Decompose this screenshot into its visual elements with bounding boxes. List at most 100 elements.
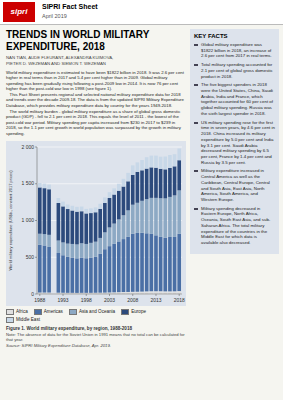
bar-segment <box>177 291 181 294</box>
bar-segment <box>108 198 112 227</box>
bar-segment <box>163 156 167 169</box>
bar-segment <box>43 245 47 292</box>
bar-segment <box>117 190 121 219</box>
bar-segment <box>122 215 126 239</box>
bar-segment <box>89 213 93 243</box>
key-fact: Military expenditure increased in Centra… <box>194 168 275 202</box>
bars <box>38 148 181 294</box>
bar-segment <box>159 291 163 294</box>
bar-segment <box>168 291 172 294</box>
bar-segment <box>122 178 126 186</box>
legend-label: Middle East <box>16 317 40 322</box>
bar-segment <box>131 174 135 204</box>
bar-segment <box>150 233 154 290</box>
legend-label: Europe <box>131 309 146 314</box>
bar-segment <box>66 243 70 256</box>
y-tick-label: 0 <box>31 290 34 296</box>
bullet <box>194 64 198 66</box>
bar-segment <box>177 148 181 160</box>
bar-segment <box>80 257 84 292</box>
bar-segment <box>159 156 163 168</box>
legend-item: Europe <box>121 309 146 315</box>
bar-segment <box>38 244 42 292</box>
chart-title: Figure 1. World military expenditure, by… <box>6 326 186 331</box>
legend: AfricaAmericasAsia and OceaniaEuropeMidd… <box>6 309 186 323</box>
bar-segment <box>108 192 112 198</box>
bar-segment <box>71 210 75 243</box>
header-subtitle: April 2019 <box>42 13 67 19</box>
bar-segment <box>66 204 70 209</box>
annotation: Note: The absence of data for the Soviet… <box>6 332 186 343</box>
bar-segment <box>117 183 121 190</box>
bar-segment <box>66 256 70 292</box>
bar-segment <box>71 243 75 257</box>
bar-segment <box>168 236 172 290</box>
bar-segment <box>140 200 144 232</box>
bar-segment <box>150 155 154 167</box>
bar-segment <box>112 194 116 223</box>
bar-segment <box>43 188 47 234</box>
bullet <box>194 122 198 124</box>
bar-segment <box>80 206 84 211</box>
x-tick <box>63 294 64 296</box>
bar-segment <box>126 181 130 210</box>
bar-segment <box>173 166 177 195</box>
bar-segment <box>163 237 167 291</box>
bar-segment <box>177 160 181 190</box>
bar-segment <box>112 188 116 194</box>
y-tick-label: 2 000 <box>21 143 34 149</box>
key-fact: Total military spending accounted for 2.… <box>194 62 275 79</box>
key-fact: Global military expenditure was $1822 bi… <box>194 42 275 59</box>
bar-segment <box>75 258 79 293</box>
bar-segment <box>136 202 140 232</box>
annotation: Source: SIPRI Military Expenditure Datab… <box>6 343 186 348</box>
bar-segment <box>47 246 51 292</box>
bar-segment <box>173 195 177 237</box>
bar-segment <box>98 203 102 208</box>
bar-segment <box>159 198 163 237</box>
chart-area: 05001 0001 5002 000198819931998200320082… <box>6 141 186 306</box>
legend-swatch <box>34 309 42 315</box>
bar-segment <box>122 239 126 292</box>
bar-segment <box>173 291 177 294</box>
bar-segment <box>80 243 84 257</box>
bar-segment <box>94 256 98 292</box>
bar-segment <box>145 199 149 233</box>
bullet <box>194 208 198 210</box>
bar-segment <box>38 233 42 244</box>
x-tick <box>109 294 110 296</box>
bar-segment <box>126 291 130 293</box>
bar-segment <box>122 292 126 294</box>
bar-segment <box>177 190 181 233</box>
bar-segment <box>61 206 65 242</box>
bar-segment <box>122 186 126 215</box>
bar-segment <box>89 257 93 292</box>
bar-segment <box>94 207 98 212</box>
legend-swatch <box>6 309 14 315</box>
bar-segment <box>163 198 167 237</box>
bar-segment <box>163 169 167 198</box>
key-facts-title: KEY FACTS <box>194 33 275 39</box>
bar-segment <box>108 227 112 246</box>
bullet <box>194 44 198 46</box>
x-tick-label: 1988 <box>34 297 45 303</box>
header: sipriSIPRI Fact SheetApril 2019 <box>0 0 283 25</box>
bar-segment <box>47 189 51 235</box>
bar-segment <box>140 291 144 293</box>
y-tick <box>35 146 37 147</box>
bar-segment <box>154 291 158 294</box>
bar-segment <box>61 242 65 255</box>
key-fact-text: The five biggest spenders in 2018 were t… <box>201 82 275 116</box>
key-fact-text: Military expenditure increased in Centra… <box>201 168 275 202</box>
bar-segment <box>150 197 154 233</box>
bar-segment <box>57 198 61 203</box>
bar-segment <box>103 197 107 203</box>
bar-segment <box>94 241 98 256</box>
bar-segment <box>43 183 47 188</box>
bar-segment <box>163 291 167 294</box>
bar-segment <box>150 167 154 198</box>
bar-segment <box>136 171 140 202</box>
bar-segment <box>43 234 47 245</box>
bar-segment <box>112 243 116 292</box>
y-tick <box>35 220 37 221</box>
